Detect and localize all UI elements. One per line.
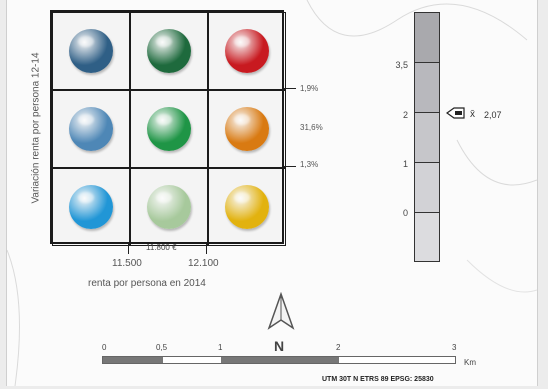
scale-segment xyxy=(103,357,163,363)
light-green-sphere-icon xyxy=(147,185,191,229)
yellow-sphere-icon xyxy=(225,185,269,229)
matrix-cell xyxy=(130,90,208,168)
scale-label: 3 xyxy=(452,343,457,352)
matrix-cell xyxy=(130,12,208,90)
legend-segment xyxy=(415,213,439,261)
legend-segment xyxy=(415,63,439,113)
scale-segment xyxy=(163,357,221,363)
matrix-cell xyxy=(52,168,130,246)
x-axis-label: renta por persona en 2014 xyxy=(88,278,206,289)
north-label: N xyxy=(274,338,285,354)
scale-bar xyxy=(102,356,456,364)
x-tick-label: 11.500 xyxy=(112,258,142,269)
break-line xyxy=(284,166,296,167)
scale-label: 2 xyxy=(336,343,341,352)
mean-pointer-icon xyxy=(446,107,465,119)
break-line xyxy=(128,244,129,254)
bivariate-matrix xyxy=(50,10,286,246)
legend-bar xyxy=(414,12,440,262)
scale-label: 0,5 xyxy=(156,343,168,352)
mean-value: 2,07 xyxy=(484,110,502,120)
y-axis-label: Variación renta por persona 12-14 xyxy=(30,52,42,204)
north-arrow-icon xyxy=(267,292,295,330)
dark-blue-sphere-icon xyxy=(69,29,113,73)
projection-credit: UTM 30T N ETRS 89 EPSG: 25830 xyxy=(322,376,434,383)
matrix-cell xyxy=(208,12,286,90)
matrix-cell xyxy=(130,168,208,246)
legend-tick: 1 xyxy=(402,159,408,169)
y-break-label: 1,9% xyxy=(300,84,319,93)
x-mid-label: 11.800 € xyxy=(146,243,177,252)
break-line xyxy=(284,88,296,89)
matrix-cell xyxy=(52,90,130,168)
matrix-cell xyxy=(52,12,130,90)
scale-unit: Km xyxy=(464,358,476,367)
background-map-lines xyxy=(7,0,537,386)
matrix-cell xyxy=(208,90,286,168)
legend-tick: 3,5 xyxy=(395,60,408,70)
legend-tick: 2 xyxy=(402,110,408,120)
red-sphere-icon xyxy=(225,29,269,73)
legend-tick: 0 xyxy=(402,208,408,218)
scale-segment xyxy=(221,357,339,363)
legend-segment xyxy=(415,113,439,163)
matrix-cell xyxy=(208,168,286,246)
dark-green-sphere-icon xyxy=(147,29,191,73)
y-break-label: 31,6% xyxy=(300,123,323,132)
mid-green-sphere-icon xyxy=(147,107,191,151)
legend-segment xyxy=(415,13,439,63)
y-break-label: 1,3% xyxy=(300,160,319,169)
legend-segment xyxy=(415,163,439,213)
light-blue-sphere-icon xyxy=(69,185,113,229)
scale-segment xyxy=(339,357,455,363)
scale-label: 1 xyxy=(218,343,223,352)
break-line xyxy=(206,244,207,254)
scale-label: 0 xyxy=(102,343,107,352)
mid-blue-sphere-icon xyxy=(69,107,113,151)
x-tick-label: 12.100 xyxy=(188,258,219,269)
mean-symbol: x̄ xyxy=(470,109,475,120)
orange-sphere-icon xyxy=(225,107,269,151)
